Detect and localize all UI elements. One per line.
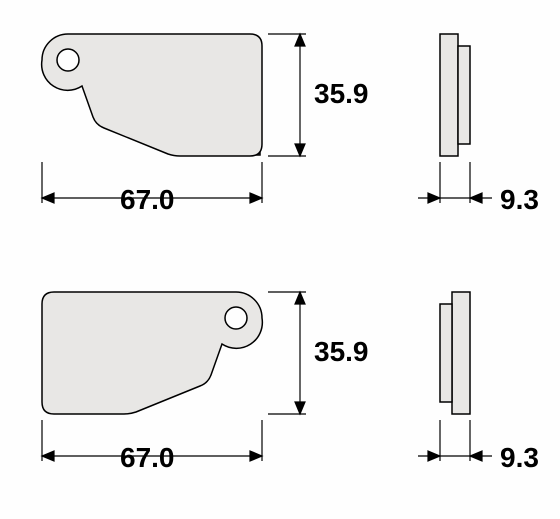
bottom-pad-face [42, 292, 262, 414]
bottom-width-label: 67.0 [120, 442, 175, 474]
bottom-thickness-label: 9.3 [500, 442, 539, 474]
top-pad-svg [0, 0, 560, 256]
top-pad-group: 35.9 67.0 9.3 [0, 0, 560, 261]
bottom-pad-group: 35.9 67.0 9.3 [0, 258, 560, 519]
bottom-thickness-dim [418, 420, 492, 461]
top-width-label: 67.0 [120, 184, 175, 216]
bottom-pad-svg [0, 258, 560, 514]
bottom-side-view [440, 292, 470, 414]
top-height-dim [268, 34, 306, 156]
top-thickness-dim [418, 162, 492, 203]
top-height-label: 35.9 [314, 78, 369, 110]
top-thickness-label: 9.3 [500, 184, 539, 216]
top-pad-face [42, 34, 262, 156]
bottom-height-dim [268, 292, 306, 414]
bottom-height-label: 35.9 [314, 336, 369, 368]
top-side-view [440, 34, 470, 156]
